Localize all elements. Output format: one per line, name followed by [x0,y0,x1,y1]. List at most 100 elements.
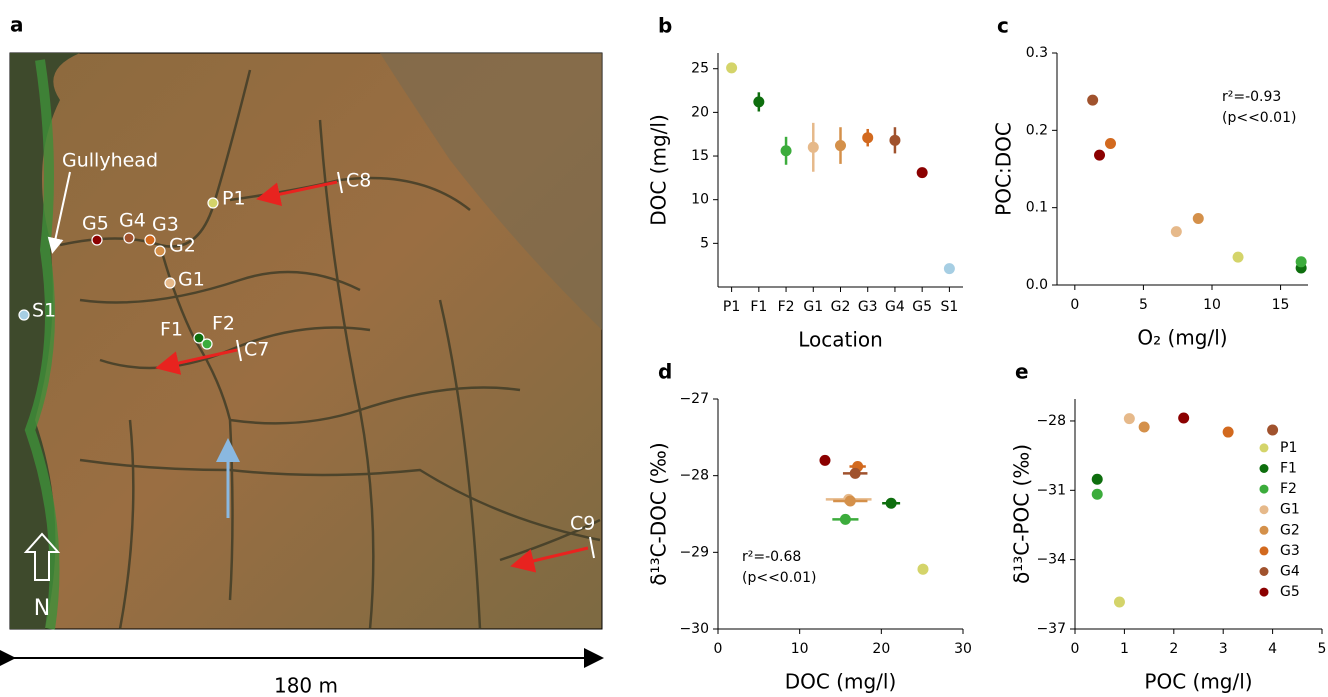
legend-swatch [1259,505,1269,515]
x-tick-label: S1 [940,299,958,315]
legend-swatch [1259,464,1269,473]
y-tick-label: 10 [691,192,709,208]
y-tick-label: −30 [679,621,709,637]
x-tick-label: 5 [1318,641,1327,657]
point [1232,251,1244,263]
north-arrow [23,532,61,581]
x-tick-label: 2 [1169,641,1178,657]
point [1178,412,1190,424]
x-tick-label: 4 [1268,641,1277,657]
x-tick-label: 5 [1139,297,1148,313]
panel-letter: e [1015,360,1029,384]
legend-label: G4 [1280,564,1300,580]
point [807,141,819,153]
x-tick-label: P1 [723,299,740,315]
panel-letter: d [658,360,672,384]
point [1295,256,1307,268]
map-label: G4 [119,210,146,232]
map-transects [236,171,595,559]
x-tick-label: 0 [1071,641,1080,657]
x-tick-label: G2 [831,299,851,315]
point [849,467,861,479]
legend-label: P1 [1280,440,1297,456]
point [1091,473,1103,485]
annotation: (p<<0.01) [1222,110,1296,126]
legend-label: G3 [1280,543,1300,559]
map-label: F2 [212,313,235,335]
point [1222,426,1234,438]
legend-label: G5 [1280,584,1300,600]
map-label: N [34,596,50,621]
point [1113,596,1125,608]
map-label: G2 [169,235,196,257]
annotation: r²=-0.93 [1222,89,1281,105]
x-axis-label: O₂ (mg/l) [1137,326,1227,350]
map: Gullyhead P1 G5 G4 G3 G2 G1 S1 F1 F2 C7 … [9,52,603,630]
point [839,513,851,525]
x-tick-label: F1 [750,299,767,315]
y-tick-label: 0.3 [1026,45,1048,61]
legend-swatch [1259,484,1269,494]
map-shade [380,53,602,330]
annotation: r²=-0.68 [742,549,801,565]
point [844,495,856,507]
y-tick-label: 20 [691,104,709,120]
point [917,563,929,575]
x-tick-label: 3 [1219,641,1228,657]
gullyhead-arrow [47,171,71,254]
panel-letter: b [658,14,672,38]
point [916,167,928,179]
x-tick-label: 10 [791,641,809,657]
y-tick-label: 0.0 [1026,277,1048,293]
point [1123,413,1135,425]
y-axis-label: δ¹³C-POC (‰) [1010,444,1034,584]
panel-letter: c [997,14,1009,38]
y-axis-label: POC:DOC [992,122,1016,216]
map-label: G5 [82,213,109,235]
x-tick-label: 0 [1070,297,1079,313]
x-tick-label: 20 [872,641,890,657]
point [780,145,792,157]
x-tick-label: 1 [1120,641,1129,657]
point [1091,488,1103,500]
y-tick-label: 25 [691,61,709,77]
y-tick-label: −31 [1036,482,1066,498]
point [943,263,955,275]
y-tick-label: −37 [1036,621,1066,637]
map-label: Gullyhead [62,150,158,172]
point [753,96,765,108]
y-tick-label: 0.2 [1026,122,1048,138]
x-tick-label: G4 [885,299,905,315]
map-label: P1 [222,188,246,210]
panel-letter: a [10,13,24,37]
point [862,132,874,144]
map-label: F1 [160,319,183,341]
point [1087,94,1099,106]
x-axis-label: POC (mg/l) [1144,670,1252,694]
point [1192,212,1204,224]
map-river-veg [24,59,60,630]
legend-label: F1 [1280,461,1297,477]
x-axis-label: DOC (mg/l) [785,670,897,694]
x-tick-label: 0 [714,641,723,657]
map-sites [18,197,219,350]
point [835,140,846,152]
y-tick-label: 5 [700,235,709,251]
map-cracks [59,69,601,630]
point [1094,149,1106,161]
y-axis-label: DOC (mg/l) [647,114,671,226]
legend-swatch [1259,525,1269,535]
x-tick-label: F2 [778,299,795,315]
legend-label: G1 [1280,502,1300,518]
legend-swatch [1259,587,1269,597]
map-label: C8 [346,170,371,192]
point [1104,137,1116,149]
legend-swatch [1259,567,1269,576]
legend-swatch [1259,443,1269,453]
x-tick-label: G5 [912,299,932,315]
x-tick-label: 30 [954,641,972,657]
point [1170,226,1182,238]
x-tick-label: G3 [858,299,878,315]
map-label: C7 [244,339,269,361]
